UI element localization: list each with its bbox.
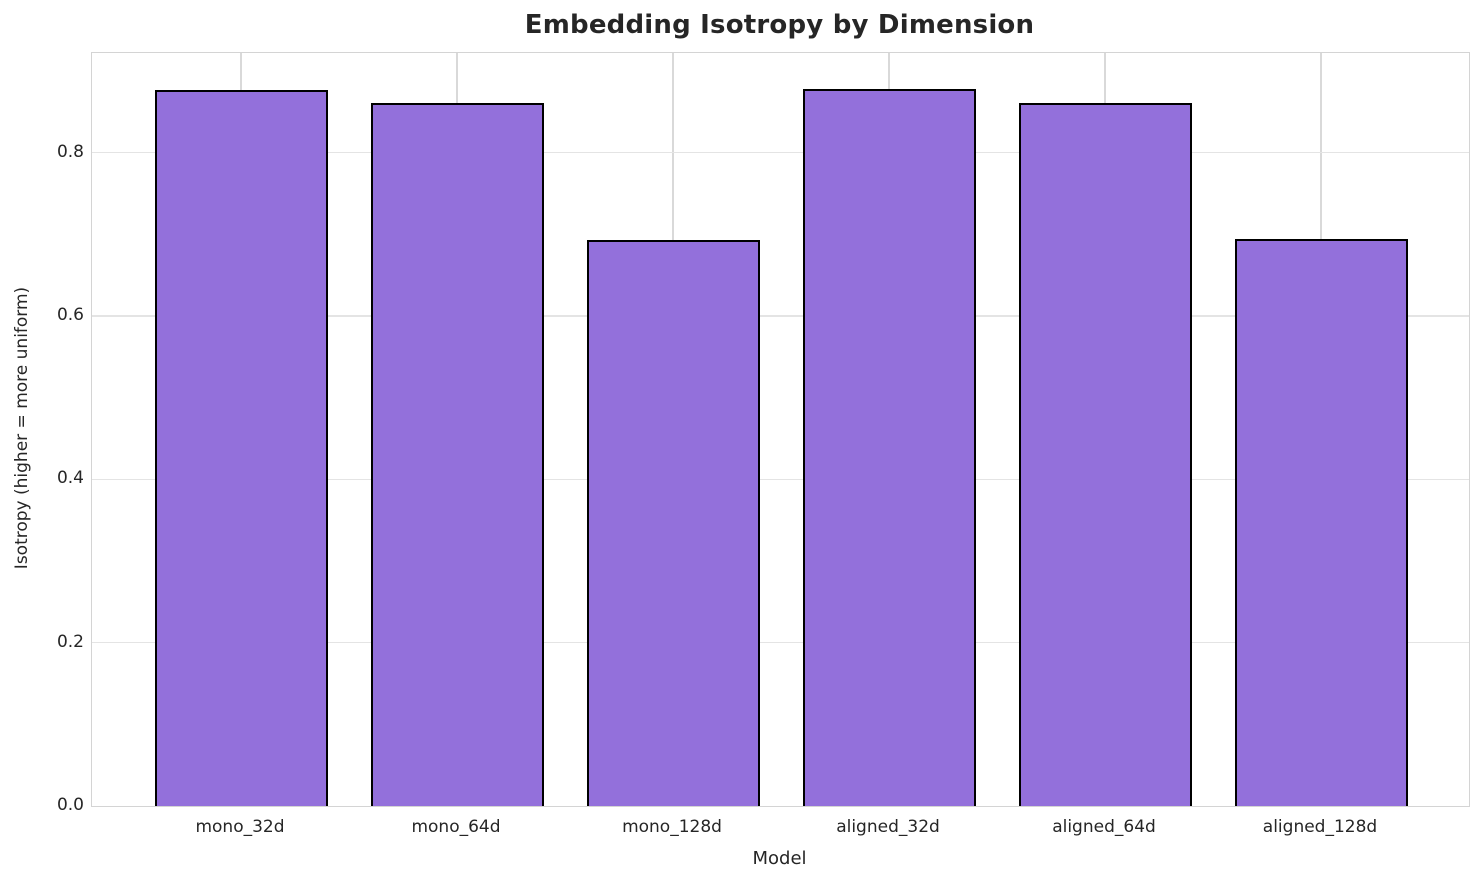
y-tick-label: 0.4 <box>56 468 84 489</box>
horizontal-gridline <box>92 315 1469 317</box>
y-tick-label: 0.0 <box>56 795 84 815</box>
x-tick-label-mono_32d: mono_32d <box>195 817 285 837</box>
x-tick-label-aligned_64d: aligned_64d <box>1052 817 1156 837</box>
chart-title: Embedding Isotropy by Dimension <box>524 10 1035 40</box>
bar-aligned_128d <box>1234 239 1408 806</box>
bar-mono_64d <box>370 102 544 806</box>
horizontal-gridline <box>92 478 1469 481</box>
x-tick-label-aligned_32d: aligned_32d <box>836 817 940 837</box>
horizontal-gridline <box>92 151 1469 154</box>
bar-mono_32d <box>154 89 328 806</box>
horizontal-gridline <box>92 641 1469 644</box>
x-axis-label: Model <box>752 848 807 869</box>
bar-aligned_64d <box>1018 102 1192 806</box>
y-axis-label: Isotropy (higher = more uniform) <box>12 286 32 570</box>
x-tick-label-aligned_128d: aligned_128d <box>1262 817 1378 837</box>
y-tick-label: 0.6 <box>56 304 84 325</box>
y-tick-label: 0.2 <box>56 631 84 652</box>
x-tick-label-mono_64d: mono_64d <box>411 817 501 837</box>
bar-mono_128d <box>586 240 760 806</box>
y-tick-label: 0.8 <box>56 141 84 162</box>
bar-aligned_32d <box>802 88 976 806</box>
plot-area <box>91 52 1470 807</box>
x-tick-label-mono_128d: mono_128d <box>622 817 722 837</box>
